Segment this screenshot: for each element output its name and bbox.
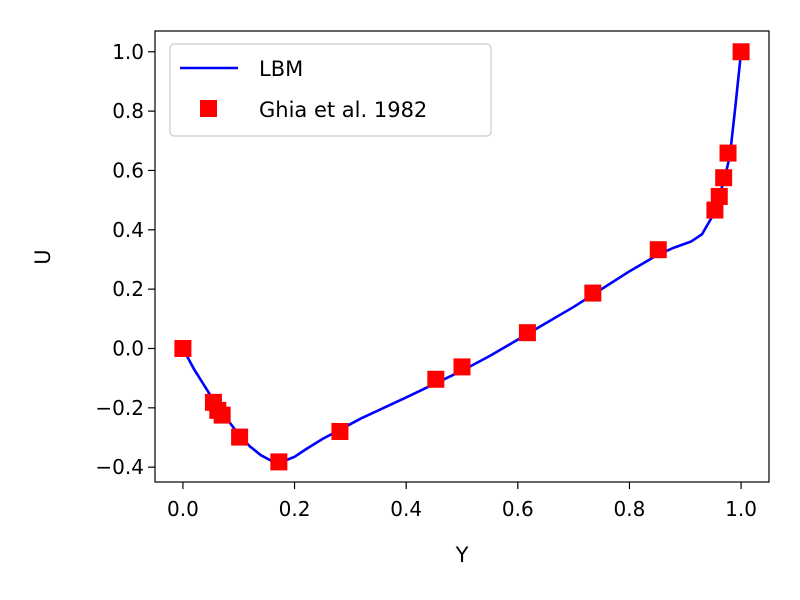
x-tick-label: 0.8 [614,497,646,521]
x-tick-label: 0.4 [390,497,422,521]
series-layer [174,43,750,471]
y-tick-label: −0.2 [95,396,144,420]
ghia-data-point [706,201,724,219]
ghia-data-point [649,241,667,259]
ghia-data-point [715,169,733,187]
y-tick-label: 0.2 [112,277,144,301]
y-tick-label: 0.4 [112,218,144,242]
x-tick-label: 0.0 [167,497,199,521]
legend-ghia-label: Ghia et al. 1982 [259,98,427,122]
y-tick-label: 0.0 [112,336,144,360]
y-tick-label: −0.4 [95,455,144,479]
y-tick-label: 0.8 [112,99,144,123]
ghia-data-point [270,453,288,471]
ghia-data-point [710,187,728,205]
ghia-data-point [719,144,737,162]
x-axis-title: Y [455,543,469,567]
legend: LBM Ghia et al. 1982 [169,43,492,137]
ghia-data-point [331,422,349,440]
ticks-layer: 0.0 0.2 0.4 0.6 0.8 1.0 −0.4 −0.2 0.0 0.2 0.4 0.6 0.… [95,40,757,521]
ghia-data-point [174,339,192,357]
x-tick-label: 0.2 [279,497,311,521]
ghia-data-point [213,406,231,424]
ghia-data-point [584,284,602,302]
legend-lbm-label: LBM [259,57,303,81]
ghia-data-point [427,370,445,388]
ghia-data-point [732,43,750,61]
legend-box [169,43,492,137]
ghia-data-point [453,358,471,376]
y-axis-title: U [31,249,55,264]
ghia-data-point [231,428,249,446]
ghia-data-point [518,324,536,342]
y-tick-label: 1.0 [112,40,144,64]
plot-frame [154,30,770,483]
x-tick-label: 0.6 [502,497,534,521]
x-tick-label: 1.0 [725,497,757,521]
y-tick-label: 0.6 [112,158,144,182]
legend-ghia-square-swatch [200,100,217,117]
